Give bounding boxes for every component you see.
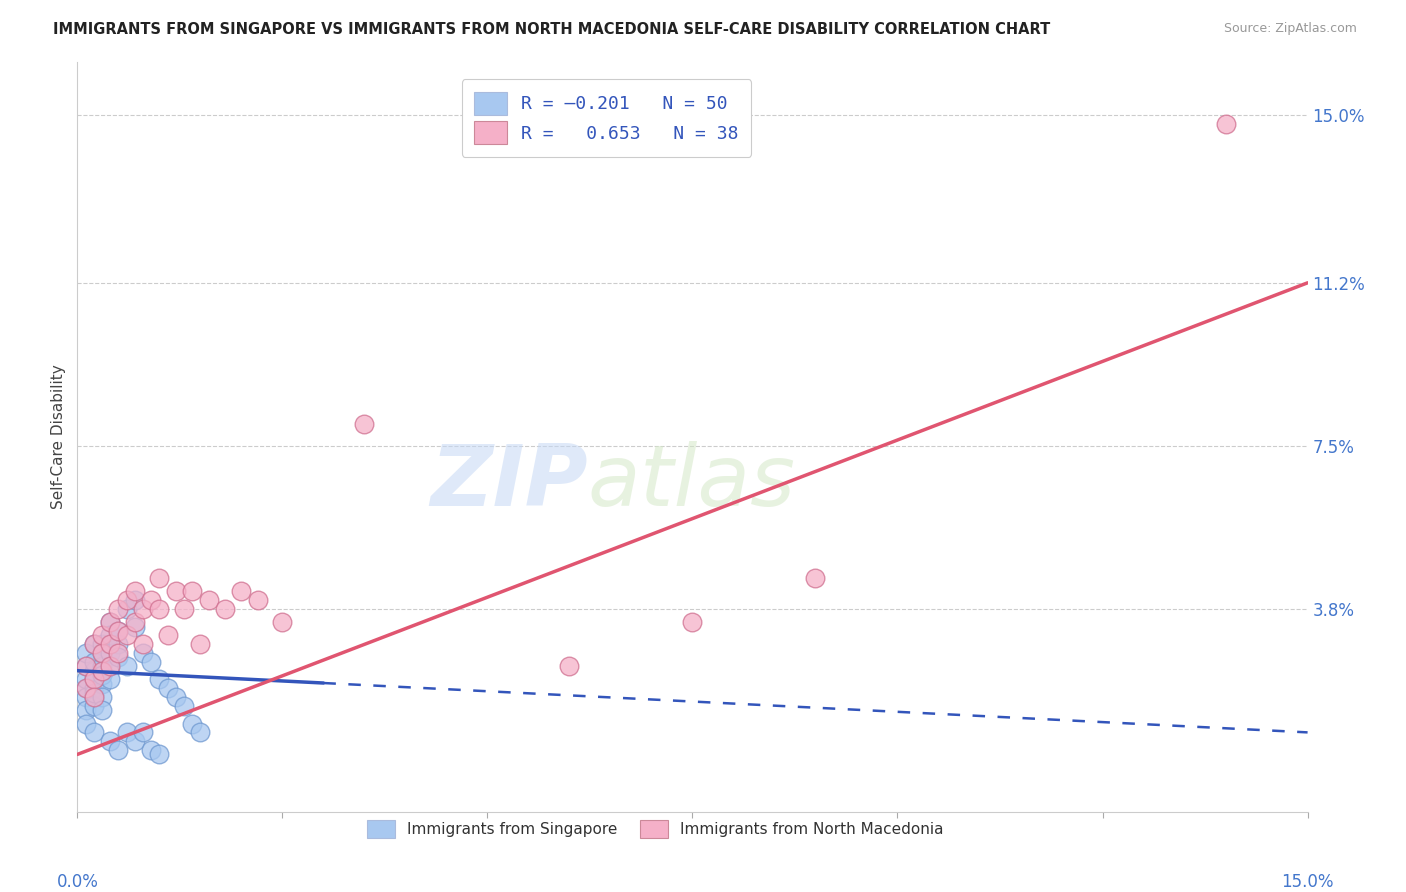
Point [115,593,138,607]
Point [107,646,129,660]
Point [141,655,163,669]
Point [83,690,105,705]
Point [132,637,155,651]
Text: 0.0%: 0.0% [56,873,98,891]
Text: ZIP: ZIP [430,441,588,524]
Point [83,681,105,696]
Point [83,690,105,705]
Point [558,659,581,673]
Point [98,615,121,630]
Point [804,571,827,585]
Legend: Immigrants from Singapore, Immigrants from North Macedonia: Immigrants from Singapore, Immigrants fr… [360,813,952,846]
Point [98,673,121,687]
Point [132,646,155,660]
Point [173,602,195,616]
Point [90,628,114,642]
Point [165,690,187,705]
Point [98,646,121,660]
Point [141,743,163,757]
Point [124,615,146,630]
Point [90,646,114,660]
Point [124,734,146,748]
Point [188,637,212,651]
Point [141,593,163,607]
Point [246,593,269,607]
Point [90,659,114,673]
Point [90,703,114,717]
Point [124,619,146,633]
Point [181,584,204,599]
Point [181,716,204,731]
Point [197,593,219,607]
Point [90,668,114,682]
Point [90,664,114,678]
Point [75,681,97,696]
Point [132,725,155,739]
Point [75,646,97,660]
Point [75,716,97,731]
Point [107,743,129,757]
Point [124,593,146,607]
Point [83,673,105,687]
Point [107,624,129,638]
Point [90,637,114,651]
Point [214,602,236,616]
Point [75,659,97,673]
Point [90,646,114,660]
Point [90,677,114,691]
Point [165,584,187,599]
Y-axis label: Self-Care Disability: Self-Care Disability [51,365,66,509]
Point [98,734,121,748]
Point [132,602,155,616]
Point [353,417,375,431]
Text: IMMIGRANTS FROM SINGAPORE VS IMMIGRANTS FROM NORTH MACEDONIA SELF-CARE DISABILIT: IMMIGRANTS FROM SINGAPORE VS IMMIGRANTS … [53,22,1050,37]
Text: atlas: atlas [588,441,796,524]
Point [83,686,105,700]
Point [107,650,129,665]
Point [98,659,121,673]
Point [156,628,179,642]
Point [115,602,138,616]
Point [107,602,129,616]
Point [75,681,97,696]
Point [124,584,146,599]
Point [75,703,97,717]
Point [83,725,105,739]
Point [83,637,105,651]
Point [98,637,121,651]
Point [148,747,170,762]
Point [107,624,129,638]
Point [271,615,294,630]
Point [188,725,212,739]
Point [98,615,121,630]
Point [173,698,195,713]
Text: Source: ZipAtlas.com: Source: ZipAtlas.com [1223,22,1357,36]
Point [115,628,138,642]
Point [75,690,97,705]
Point [83,664,105,678]
Point [115,725,138,739]
Point [148,571,170,585]
Point [231,584,253,599]
Point [98,628,121,642]
Point [148,673,170,687]
Point [90,690,114,705]
Text: 15.0%: 15.0% [1281,873,1334,891]
Point [83,698,105,713]
Point [83,637,105,651]
Point [75,659,97,673]
Point [83,673,105,687]
Point [83,655,105,669]
Point [682,615,704,630]
Point [156,681,179,696]
Point [115,659,138,673]
Point [98,659,121,673]
Point [75,673,97,687]
Point [1215,117,1237,131]
Point [107,637,129,651]
Point [148,602,170,616]
